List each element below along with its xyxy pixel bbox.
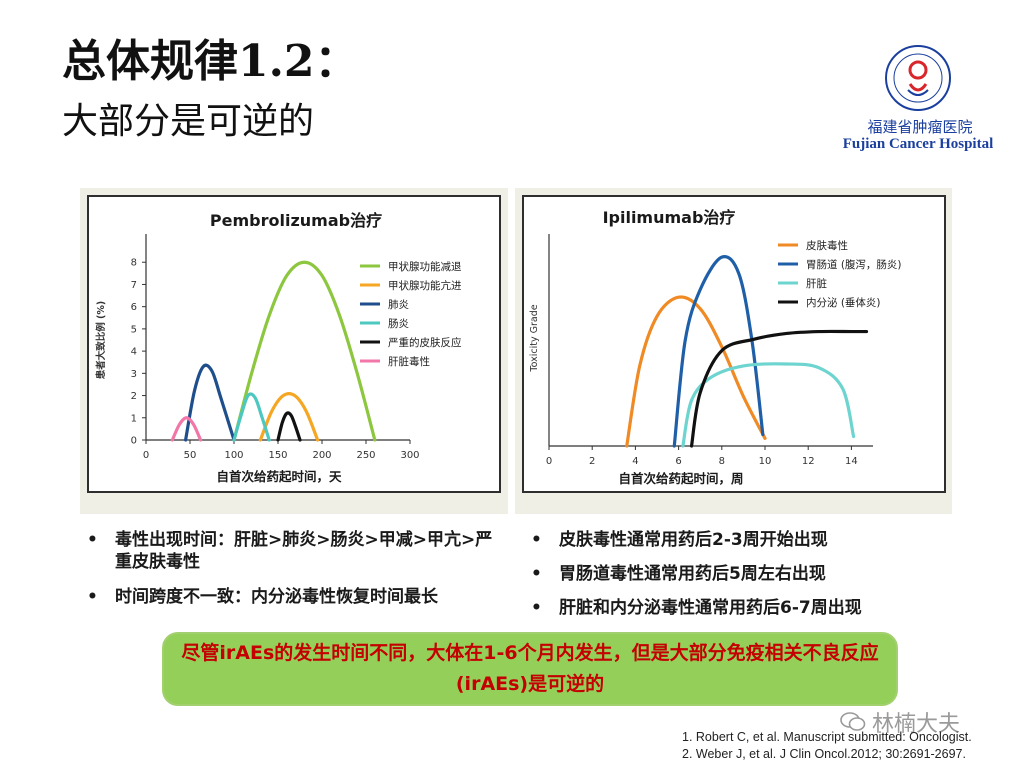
- y-tick-label: 2: [131, 391, 137, 402]
- x-tick-label: 150: [268, 450, 287, 461]
- x-tick-label: 50: [184, 450, 197, 461]
- legend-label: 肠炎: [388, 318, 409, 330]
- x-axis-label: 自首次给药起时间，天: [216, 469, 342, 484]
- legend-label: 甲状腺功能减退: [388, 260, 462, 273]
- x-tick-label: 12: [802, 456, 815, 467]
- bullet-item: 肝脏和内分泌毒性通常用药后6-7周出现: [528, 597, 938, 619]
- chart-title: Pembrolizumab治疗: [210, 211, 382, 230]
- x-tick-label: 300: [400, 450, 419, 461]
- pembrolizumab-chart-svg: 0 50 100 150 200 250 300 0 1 2 3 4 5 6 7 8 Pembrolizumab…: [87, 195, 501, 493]
- legend-label: 肺炎: [388, 299, 409, 311]
- slide-subtitle: 大部分是可逆的: [62, 101, 315, 142]
- x-tick-label: 100: [224, 450, 243, 461]
- slide-title: 总体规律1.2：: [62, 36, 359, 87]
- bullet-item: 皮肤毒性通常用药后2-3周开始出现: [528, 529, 938, 551]
- x-tick-label: 2: [589, 456, 595, 467]
- series-line: [681, 362, 856, 448]
- x-tick-label: 14: [845, 456, 858, 467]
- x-tick-label: 0: [143, 450, 149, 461]
- x-tick-label: 250: [356, 450, 375, 461]
- series-line: [232, 392, 271, 442]
- watermark-text: 林楠大夫: [872, 712, 961, 737]
- y-tick-label: 1: [131, 413, 137, 424]
- y-tick-label: 5: [131, 324, 137, 335]
- legend-label: 皮肤毒性: [806, 239, 848, 252]
- x-axis-label: 自首次给药起时间，周: [618, 471, 743, 486]
- hospital-name-cn: 福建省肿瘤医院: [867, 118, 973, 136]
- x-tick-label: 200: [312, 450, 331, 461]
- y-tick-label: 6: [131, 302, 137, 313]
- legend-label: 胃肠道 (腹泻，肠炎): [806, 258, 902, 271]
- wechat-icon: [840, 712, 866, 731]
- pembrolizumab-chart: 0 50 100 150 200 250 300 0 1 2 3 4 5 6 7 8 Pembrolizumab…: [80, 188, 508, 514]
- legend-label: 严重的皮肤反应: [388, 336, 462, 349]
- series-line: [184, 363, 236, 442]
- conclusion-callout: 尽管irAEs的发生时间不同，大体在1-6个月内发生，但是大部分免疫相关不良反应…: [162, 632, 898, 706]
- references: 1. Robert C, et al. Manuscript submitted…: [682, 729, 972, 763]
- x-tick-label: 4: [632, 456, 638, 467]
- y-tick-label: 4: [131, 347, 137, 358]
- series-line: [276, 411, 302, 442]
- legend-label: 肝脏: [806, 277, 827, 290]
- hospital-logo-icon: [885, 45, 951, 111]
- legend-label: 甲状腺功能亢进: [388, 279, 462, 292]
- series-line: [258, 392, 320, 442]
- bullet-item: 时间跨度不一致：内分泌毒性恢复时间最长: [84, 586, 504, 608]
- reference-item: 2. Weber J, et al. J Clin Oncol.2012; 30…: [682, 747, 966, 761]
- ipilimumab-chart: 0 2 4 6 8 10 12 14 Ipilimumab治疗自首次给药起时间，周 Toxicit…: [515, 188, 952, 514]
- x-tick-label: 6: [675, 456, 681, 467]
- legend-label: 肝脏毒性: [388, 355, 430, 368]
- series-line: [689, 329, 869, 448]
- series-line: [232, 260, 377, 442]
- y-axis-label: Toxicity Grade: [529, 304, 540, 372]
- legend-label: 内分泌 (垂体炎): [806, 296, 881, 309]
- reference-item: 1. Robert C, et al. Manuscript submitted…: [682, 730, 972, 744]
- y-tick-label: 7: [131, 280, 137, 291]
- y-tick-label: 8: [131, 258, 137, 269]
- watermark: 林楠大夫: [840, 706, 960, 738]
- chart-title: Ipilimumab治疗: [603, 208, 736, 227]
- bullets-right: 皮肤毒性通常用药后2-3周开始出现 胃肠道毒性通常用药后5周左右出现 肝脏和内分…: [528, 529, 938, 631]
- series-line: [625, 295, 767, 448]
- callout-text: 尽管irAEs的发生时间不同，大体在1-6个月内发生，但是大部分免疫相关不良反应…: [181, 642, 879, 695]
- x-tick-label: 8: [719, 456, 725, 467]
- bullet-item: 毒性出现时间：肝脏>肺炎>肠炎>甲减>甲亢>严重皮肤毒性: [84, 529, 504, 573]
- y-tick-label: 0: [131, 436, 137, 447]
- y-tick-label: 3: [131, 369, 137, 380]
- bullets-left: 毒性出现时间：肝脏>肺炎>肠炎>甲减>甲亢>严重皮肤毒性 时间跨度不一致：内分泌…: [84, 529, 504, 621]
- series-line: [170, 416, 203, 442]
- bullet-item: 胃肠道毒性通常用药后5周左右出现: [528, 563, 938, 585]
- x-tick-label: 0: [546, 456, 552, 467]
- hospital-name-en: Fujian Cancer Hospital: [842, 136, 994, 152]
- chart-frame: [87, 195, 501, 493]
- x-tick-label: 10: [759, 456, 772, 467]
- y-axis-label: 患者大致比例 (%): [95, 301, 107, 380]
